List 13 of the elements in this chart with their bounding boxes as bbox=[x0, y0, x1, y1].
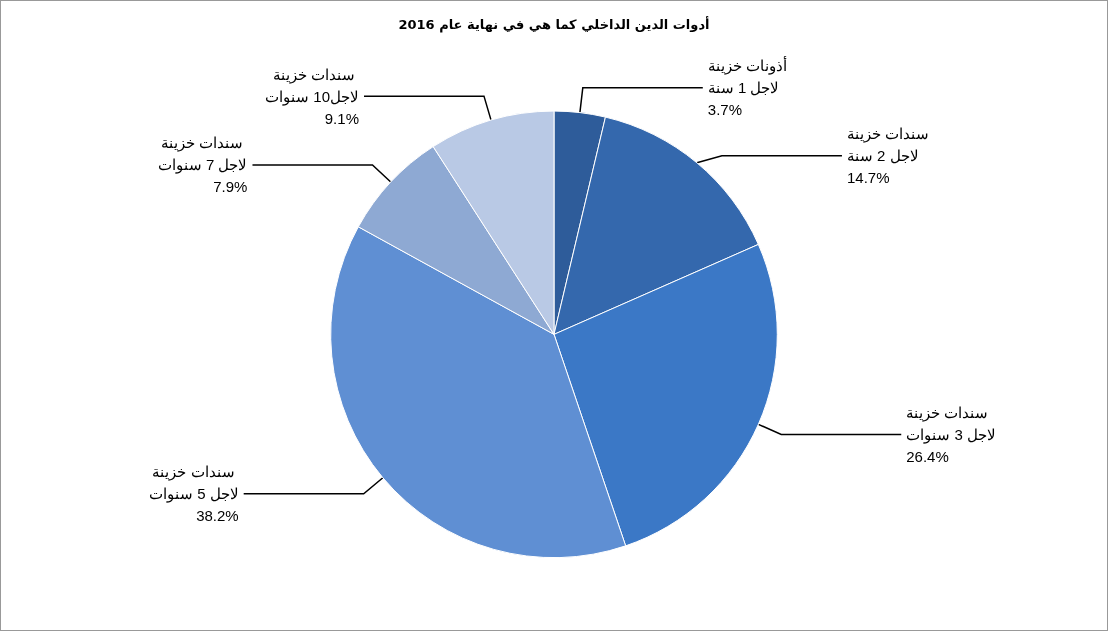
chart-title: أدوات الدين الداخلي كما هي في نهاية عام 2016 bbox=[398, 16, 710, 33]
slice-label: سندات خزينة لاجل10 سنوات bbox=[265, 65, 359, 106]
slice-label: سندات خزينة لاجل 2 سنة bbox=[846, 125, 934, 165]
slice-label: أذونات خزينة لاجل 1 سنة bbox=[707, 56, 792, 97]
slice-label: سندات خزينة لاجل 3 سنوات bbox=[906, 403, 996, 444]
data-label: 26.4% bbox=[906, 447, 949, 465]
data-label: 14.7% bbox=[846, 169, 890, 187]
slice-label: سندات خزينة لاجل 5 سنوات bbox=[149, 463, 239, 504]
data-label: 7.9% bbox=[213, 178, 248, 196]
data-label: 9.1% bbox=[324, 109, 359, 127]
data-label: 3.7% bbox=[707, 101, 742, 119]
data-label: 38.2% bbox=[196, 507, 239, 525]
slice-label: سندات خزينة لاجل 7 سنوات bbox=[157, 134, 248, 175]
